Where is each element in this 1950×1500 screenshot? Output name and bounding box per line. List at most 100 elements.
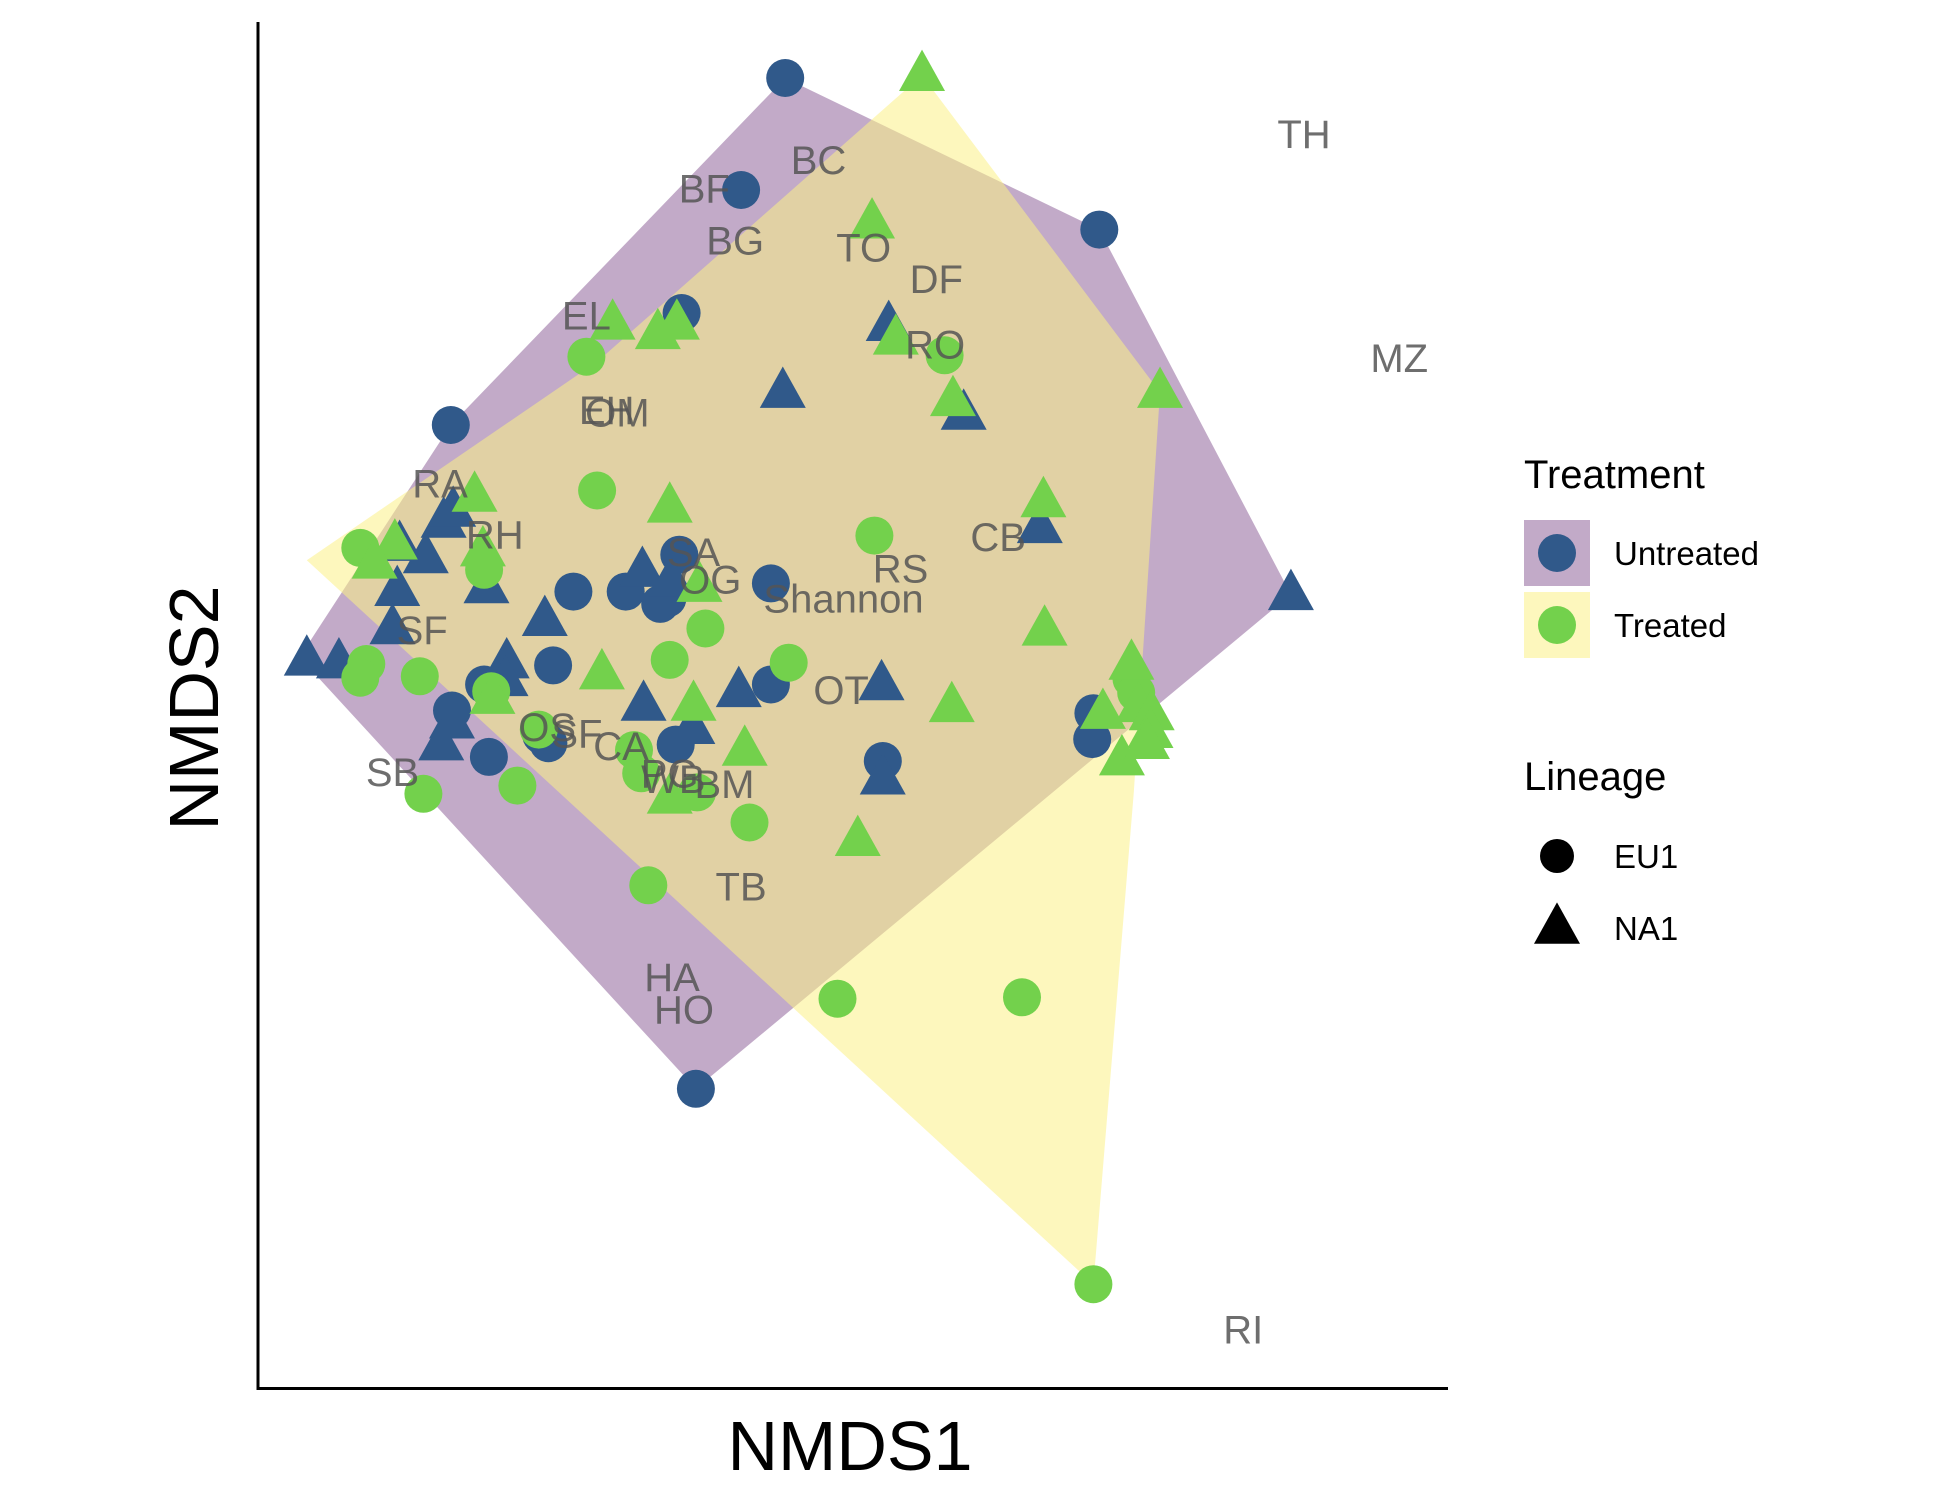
point-treated-eu1 xyxy=(678,773,717,812)
point-treated-na1 xyxy=(469,672,516,714)
species-label: Shannon xyxy=(763,578,923,622)
point-treated-eu1 xyxy=(1074,1265,1113,1304)
point-untreated-na1 xyxy=(418,718,465,761)
point-treated-eu1 xyxy=(519,710,558,749)
point-untreated-na1 xyxy=(619,545,666,587)
point-untreated-eu1 xyxy=(1080,210,1119,249)
point-untreated-na1 xyxy=(1267,568,1314,611)
legend-swatch-treated xyxy=(1538,606,1576,644)
point-treated-na1 xyxy=(451,470,498,512)
point-treated-eu1 xyxy=(925,336,964,375)
species-label: RA xyxy=(412,463,468,507)
point-untreated-na1 xyxy=(647,555,694,597)
point-treated-na1 xyxy=(371,518,418,560)
point-treated-na1 xyxy=(721,724,768,766)
point-untreated-eu1 xyxy=(722,171,761,209)
point-treated-eu1 xyxy=(1003,978,1041,1017)
point-untreated-eu1 xyxy=(751,564,790,603)
point-untreated-eu1 xyxy=(534,646,573,685)
species-label: SF xyxy=(397,609,448,653)
species-label: SA xyxy=(667,531,721,575)
legend: Treatment Untreated Treated Lineage EU1 NA1 xyxy=(1524,453,1759,947)
legend-label-na1: NA1 xyxy=(1614,910,1678,947)
species-label: SB xyxy=(366,751,419,795)
point-untreated-na1 xyxy=(1016,501,1063,544)
point-treated-eu1 xyxy=(730,803,769,842)
point-untreated-na1 xyxy=(859,753,906,795)
legend-label-eu1: EU1 xyxy=(1614,838,1678,875)
point-treated-na1 xyxy=(1123,717,1170,759)
point-untreated-na1 xyxy=(521,594,568,637)
point-treated-eu1 xyxy=(855,516,894,555)
point-treated-na1 xyxy=(1020,475,1067,518)
point-treated-na1 xyxy=(646,772,693,814)
legend-title-treatment: Treatment xyxy=(1524,453,1705,497)
species-label: BM xyxy=(695,763,755,807)
sample-points xyxy=(283,49,1314,1304)
species-label: HA xyxy=(644,956,700,1000)
species-label: EH xyxy=(579,389,635,433)
point-untreated-eu1 xyxy=(676,1069,715,1108)
point-treated-na1 xyxy=(1021,604,1068,646)
point-treated-na1 xyxy=(676,560,723,602)
species-label: WB xyxy=(641,758,705,802)
point-treated-eu1 xyxy=(622,754,661,793)
species-label: TH xyxy=(1277,113,1330,157)
legend-swatch-untreated xyxy=(1538,534,1576,572)
point-untreated-eu1 xyxy=(1073,720,1112,759)
point-untreated-eu1 xyxy=(766,59,805,97)
point-treated-na1 xyxy=(578,647,625,690)
species-label: CB xyxy=(970,516,1026,560)
species-label: SF xyxy=(551,713,602,757)
point-treated-eu1 xyxy=(686,609,725,648)
species-label: BG xyxy=(706,220,764,264)
y-axis-title: NMDS2 xyxy=(155,585,233,830)
point-untreated-na1 xyxy=(283,634,330,676)
point-untreated-na1 xyxy=(369,602,416,645)
point-treated-na1 xyxy=(929,374,976,417)
point-treated-na1 xyxy=(589,298,636,340)
species-label: RH xyxy=(466,513,524,557)
point-treated-eu1 xyxy=(650,640,689,679)
point-treated-eu1 xyxy=(629,866,668,905)
point-treated-eu1 xyxy=(769,643,808,682)
species-label: OT xyxy=(813,669,869,713)
point-treated-eu1 xyxy=(400,657,439,696)
species-label: TO xyxy=(836,226,891,270)
point-treated-na1 xyxy=(646,481,693,523)
species-label: OG xyxy=(679,558,741,602)
point-treated-eu1 xyxy=(341,658,380,697)
point-treated-eu1 xyxy=(404,774,443,813)
species-label: CA xyxy=(593,725,649,769)
species-label: MZ xyxy=(1370,337,1428,381)
point-untreated-na1 xyxy=(430,485,477,527)
point-treated-na1 xyxy=(899,49,946,92)
species-label: TB xyxy=(716,866,767,910)
species-label: EL xyxy=(562,295,611,339)
point-treated-na1 xyxy=(351,537,398,579)
point-untreated-na1 xyxy=(620,679,667,721)
point-untreated-eu1 xyxy=(554,572,593,611)
point-untreated-na1 xyxy=(402,531,449,574)
point-treated-na1 xyxy=(872,313,919,355)
point-treated-na1 xyxy=(1108,638,1155,680)
legend-shape-eu1 xyxy=(1540,839,1574,873)
point-untreated-eu1 xyxy=(431,406,470,444)
point-treated-na1 xyxy=(1137,366,1184,408)
species-label: BC xyxy=(791,139,847,183)
point-treated-eu1 xyxy=(498,766,537,805)
point-treated-na1 xyxy=(670,679,717,721)
species-label: DF xyxy=(910,258,963,302)
point-untreated-na1 xyxy=(669,702,716,744)
point-treated-na1 xyxy=(834,814,881,856)
species-label: OS xyxy=(518,706,576,750)
species-label: OM xyxy=(585,392,649,436)
species-label: RO xyxy=(905,323,965,367)
point-treated-na1 xyxy=(459,524,506,567)
point-untreated-na1 xyxy=(858,658,905,701)
legend-shape-na1 xyxy=(1534,902,1580,944)
point-untreated-eu1 xyxy=(469,737,508,776)
species-label: RS xyxy=(873,547,929,591)
